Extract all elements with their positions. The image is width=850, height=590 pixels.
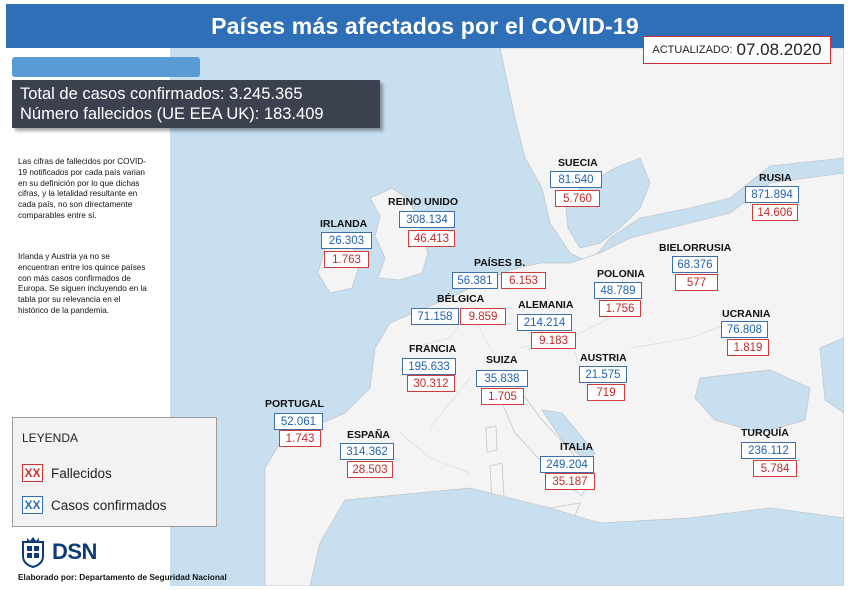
country-name: PORTUGAL (265, 398, 324, 410)
deaths-box: 1.756 (599, 300, 641, 317)
coat-of-arms-icon (22, 537, 44, 568)
cases-box: 26.303 (321, 232, 372, 249)
country-name: ESPAÑA (347, 429, 390, 441)
deaths-box: 6.153 (501, 272, 546, 289)
cases-box: 314.362 (340, 443, 394, 460)
country-name: REINO UNIDO (388, 196, 459, 208)
cases-box: 871.894 (745, 186, 799, 203)
legend-deaths-label: Fallecidos (51, 465, 112, 481)
deaths-box: 577 (675, 274, 718, 291)
page-title: Países más afectados por el COVID-19 (211, 12, 639, 39)
cases-box: 48.789 (594, 282, 642, 299)
deaths-box: 1.743 (279, 430, 321, 447)
country-name: PAÍSES B. (474, 257, 526, 269)
cases-box: 236.112 (741, 442, 796, 459)
country-name: AUSTRIA (580, 352, 627, 364)
country-name: FRANCIA (409, 343, 457, 355)
deaths-box: 30.312 (407, 375, 455, 392)
update-date-box: ACTUALIZADO: 07.08.2020 (643, 36, 831, 64)
legend-cases-swatch: XX (22, 496, 43, 514)
cases-box: 81.540 (550, 171, 602, 188)
deaths-box: 1.705 (481, 388, 524, 405)
country-name: POLONIA (597, 268, 645, 280)
mediterranean-sea (309, 487, 844, 586)
blue-tab (12, 57, 200, 77)
country-name: TURQUÍA (741, 427, 789, 439)
update-label: ACTUALIZADO: (652, 44, 733, 56)
deaths-box: 1.819 (727, 339, 769, 356)
dsn-logo: DSN (18, 536, 97, 568)
cases-box: 71.158 (411, 308, 459, 325)
cases-box: 214.214 (517, 314, 572, 331)
country-name: IRLANDA (320, 218, 368, 230)
deaths-box: 28.503 (347, 461, 393, 478)
country-name: SUIZA (486, 354, 518, 366)
deaths-box: 46.413 (408, 230, 455, 247)
country-name: ITALIA (560, 441, 594, 453)
note-ireland-austria: Irlanda y Austria ya no se encuentran en… (18, 252, 147, 315)
deaths-box: 5.760 (555, 190, 600, 207)
deaths-box: 5.784 (753, 460, 797, 477)
totals-box: Total de casos confirmados: 3.245.365 Nú… (12, 80, 380, 128)
country-name: RUSIA (759, 172, 792, 184)
corsica-land (485, 425, 498, 453)
deaths-box: 35.187 (545, 473, 595, 490)
country-name: BÉLGICA (437, 293, 485, 305)
total-deaths: Número fallecidos (UE EEA UK): 183.409 (20, 105, 324, 123)
footer-credit: Elaborado por: Departamento de Seguridad… (18, 572, 227, 582)
total-confirmed: Total de casos confirmados: 3.245.365 (20, 85, 303, 103)
deaths-box: 9.183 (531, 332, 576, 349)
header-bar: Países más afectados por el COVID-19 (6, 4, 844, 48)
dsn-logo-text: DSN (52, 539, 97, 564)
deaths-box: 9.859 (460, 308, 506, 325)
cases-box: 76.808 (721, 321, 768, 338)
country-name: BIELORRUSIA (659, 242, 732, 254)
country-name: UCRANIA (722, 308, 771, 320)
deaths-box: 14.606 (752, 204, 798, 221)
caspian-sea (819, 337, 844, 414)
sardinia-land (489, 462, 505, 501)
baltic-sea (564, 157, 651, 249)
cases-box: 195.633 (402, 358, 456, 375)
legend-cases-label: Casos confirmados (51, 497, 167, 513)
cases-box: 35.838 (476, 370, 528, 387)
cases-box: 249.204 (540, 456, 594, 473)
cases-box: 21.575 (579, 366, 627, 383)
black-sea (694, 369, 811, 434)
note-definitions: Las cifras de fallecidos por COVID-19 no… (18, 157, 146, 220)
legend-row-cases: XX Casos confirmados (22, 496, 167, 514)
update-date: 07.08.2020 (736, 40, 822, 59)
legend-row-deaths: XX Fallecidos (22, 464, 112, 482)
cases-box: 52.061 (274, 413, 323, 430)
legend-deaths-swatch: XX (22, 464, 43, 482)
legend: LEYENDA XX Fallecidos XX Casos confirmad… (12, 417, 217, 527)
country-name: ALEMANIA (518, 299, 574, 311)
legend-title: LEYENDA (22, 431, 79, 445)
country-name: SUECIA (558, 157, 598, 169)
cases-box: 308.134 (399, 211, 455, 228)
deaths-box: 719 (587, 384, 625, 401)
deaths-box: 1.763 (324, 251, 369, 268)
cases-box: 56.381 (452, 272, 498, 289)
cases-box: 68.376 (672, 256, 718, 273)
